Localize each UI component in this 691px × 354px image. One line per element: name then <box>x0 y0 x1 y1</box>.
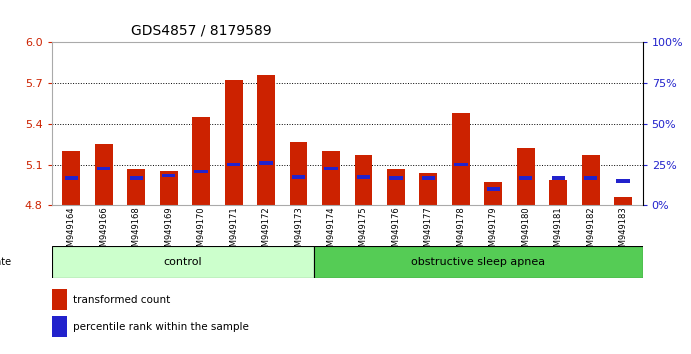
Bar <box>549 179 567 205</box>
Bar <box>62 151 80 205</box>
Bar <box>486 187 500 191</box>
Bar <box>422 176 435 180</box>
Bar <box>322 151 340 205</box>
Bar <box>357 175 370 179</box>
Bar <box>52 246 314 278</box>
Text: disease state: disease state <box>0 257 11 267</box>
Bar <box>387 169 405 205</box>
Bar <box>64 176 78 180</box>
Bar <box>614 197 632 205</box>
Bar <box>551 176 565 180</box>
Bar <box>227 163 240 166</box>
Bar <box>162 174 176 177</box>
Bar <box>225 80 243 205</box>
Bar <box>389 176 403 180</box>
Bar <box>454 163 468 166</box>
Bar <box>52 316 66 337</box>
Bar <box>194 170 208 173</box>
Bar <box>324 167 338 171</box>
Bar <box>584 176 598 180</box>
Bar <box>314 246 643 278</box>
Bar <box>95 144 113 205</box>
Bar <box>616 179 630 183</box>
Bar <box>290 142 307 205</box>
Bar <box>292 175 305 179</box>
Bar <box>259 161 273 165</box>
Bar <box>192 117 210 205</box>
Text: transformed count: transformed count <box>73 295 170 305</box>
Bar <box>452 113 470 205</box>
Bar <box>257 75 275 205</box>
Text: GDS4857 / 8179589: GDS4857 / 8179589 <box>131 23 272 37</box>
Text: control: control <box>164 257 202 267</box>
Bar <box>97 167 111 171</box>
Text: percentile rank within the sample: percentile rank within the sample <box>73 322 248 332</box>
Bar <box>517 148 535 205</box>
Bar <box>582 155 600 205</box>
Bar <box>419 173 437 205</box>
Bar <box>160 171 178 205</box>
Bar <box>354 155 372 205</box>
Bar <box>484 182 502 205</box>
Bar <box>519 176 533 180</box>
Bar <box>52 289 66 310</box>
Bar <box>129 176 143 180</box>
Text: obstructive sleep apnea: obstructive sleep apnea <box>411 257 546 267</box>
Bar <box>127 169 145 205</box>
